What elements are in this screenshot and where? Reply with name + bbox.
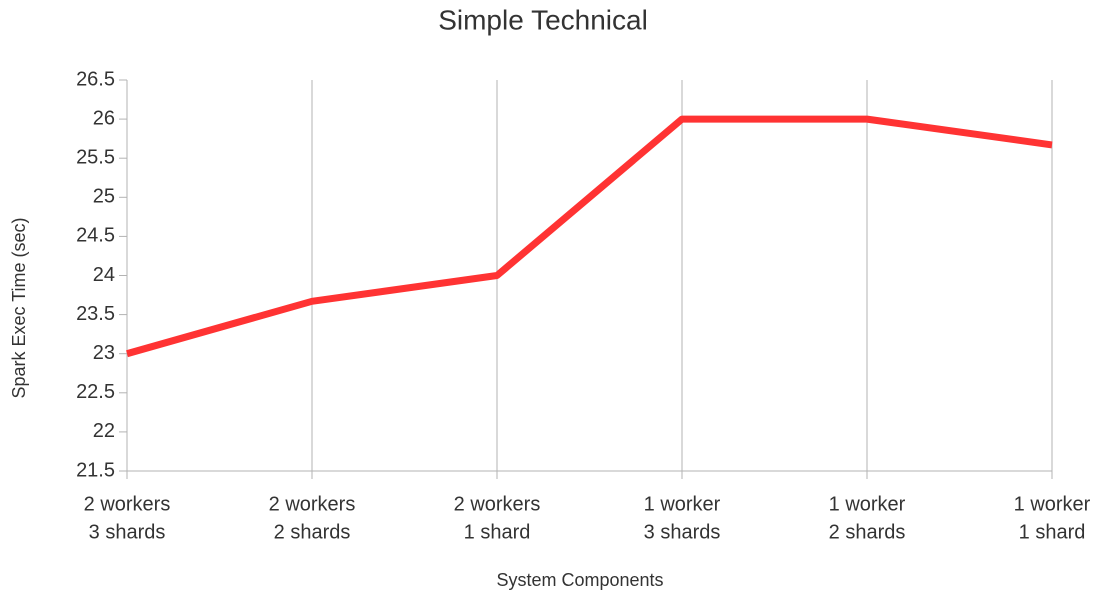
x-tick-label: 1 worker xyxy=(1014,493,1091,515)
y-tick-label: 22.5 xyxy=(76,381,115,403)
y-tick-label: 21.5 xyxy=(76,459,115,481)
x-tick-label: 2 shards xyxy=(829,521,906,543)
chart-title: Simple Technical xyxy=(438,4,648,35)
x-axis-label: System Components xyxy=(496,570,663,590)
x-tick-label: 3 shards xyxy=(89,521,166,543)
x-tick-label: 1 worker xyxy=(644,493,721,515)
x-tick-label: 1 worker xyxy=(829,493,906,515)
x-tick-label: 2 workers xyxy=(269,493,356,515)
data-line xyxy=(126,115,1053,358)
y-tick-label: 26 xyxy=(93,107,115,129)
y-tick-label: 25.5 xyxy=(76,146,115,168)
y-tick-label: 25 xyxy=(93,186,115,208)
x-tick-label: 1 shard xyxy=(464,521,531,543)
x-tick-label: 1 shard xyxy=(1019,521,1086,543)
y-tick-label: 24 xyxy=(93,264,115,286)
y-tick-label: 26.5 xyxy=(76,68,115,90)
y-tick-label: 24.5 xyxy=(76,225,115,247)
y-tick-label: 22 xyxy=(93,420,115,442)
x-tick-label: 3 shards xyxy=(644,521,721,543)
x-tick-label: 2 workers xyxy=(454,493,541,515)
y-axis-label: Spark Exec Time (sec) xyxy=(9,217,29,398)
x-tick-label: 2 shards xyxy=(274,521,351,543)
y-tick-label: 23.5 xyxy=(76,303,115,325)
y-tick-label: 23 xyxy=(93,342,115,364)
x-tick-label: 2 workers xyxy=(84,493,171,515)
